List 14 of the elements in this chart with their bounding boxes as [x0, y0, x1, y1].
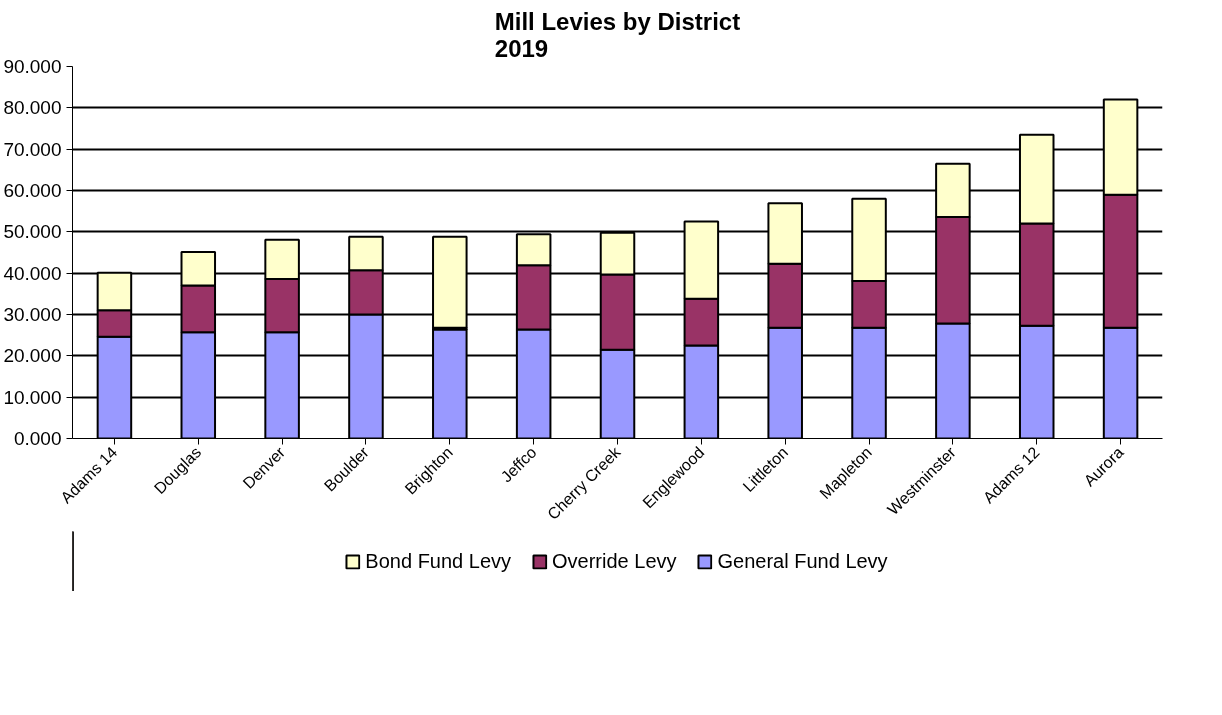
- legend-label: Override Levy: [552, 549, 677, 573]
- y-tick-label: 30.000: [3, 304, 62, 325]
- y-tick-label: 20.000: [3, 345, 62, 367]
- legend-label: Bond Fund Levy: [365, 549, 512, 573]
- y-tick-label: 0.000: [13, 428, 62, 449]
- y-tick-label: 50.000: [3, 221, 62, 243]
- y-tick-label: 80.000: [3, 97, 62, 119]
- y-tick-label: 70.000: [3, 138, 62, 160]
- y-tick-label: 10.000: [3, 386, 62, 408]
- legend-label: General Fund Levy: [717, 549, 888, 573]
- y-tick-label: 90.000: [3, 56, 62, 77]
- y-tick-label: 40.000: [3, 262, 62, 284]
- y-tick-label: 60.000: [3, 180, 62, 201]
- chart-title: Mill Levies by District 2019: [494, 7, 741, 62]
